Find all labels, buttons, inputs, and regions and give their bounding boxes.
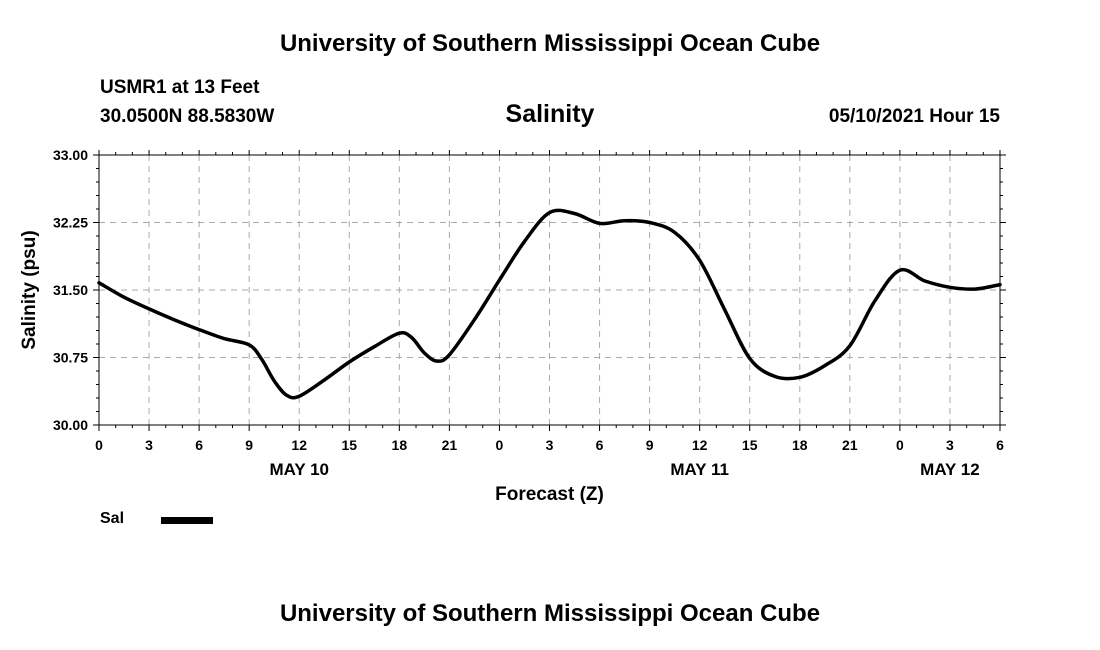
run-timestamp: 05/10/2021 Hour 15 — [828, 106, 1000, 127]
chart-title-bottom: University of Southern Mississippi Ocean… — [279, 600, 821, 627]
x-tick-label: 9 — [245, 437, 253, 453]
y-tick-label: 30.00 — [53, 417, 88, 433]
x-tick-label: 6 — [996, 437, 1004, 453]
x-tick-label: 3 — [946, 437, 954, 453]
legend-swatch-sal — [161, 517, 213, 524]
date-label: MAY 12 — [920, 460, 980, 479]
x-tick-label: 15 — [341, 437, 357, 453]
x-tick-label: 3 — [145, 437, 153, 453]
x-tick-label: 3 — [546, 437, 554, 453]
x-tick-label: 12 — [692, 437, 708, 453]
legend-label-sal: Sal — [100, 510, 125, 527]
y-tick-label: 31.50 — [53, 282, 88, 298]
x-tick-label: 18 — [392, 437, 408, 453]
x-tick-label: 21 — [842, 437, 858, 453]
plot-title: Salinity — [505, 100, 595, 128]
station-label: USMR1 at 13 Feet — [100, 77, 260, 98]
x-tick-label: 9 — [646, 437, 654, 453]
x-tick-label: 12 — [291, 437, 307, 453]
x-tick-label: 6 — [195, 437, 203, 453]
station-coordinates: 30.0500N 88.5830W — [100, 106, 275, 127]
chart-title-top: University of Southern Mississippi Ocean… — [279, 30, 821, 57]
y-tick-label: 33.00 — [53, 147, 88, 163]
series-line-sal — [97, 208, 1002, 400]
y-axis-title: Salinity (psu) — [19, 230, 40, 349]
date-label: MAY 11 — [670, 460, 729, 479]
x-axis-title: Forecast (Z) — [495, 484, 604, 505]
date-label: MAY 10 — [269, 460, 329, 479]
y-tick-label: 30.75 — [53, 350, 88, 366]
x-tick-label: 21 — [442, 437, 458, 453]
x-tick-label: 0 — [496, 437, 504, 453]
x-tick-label: 0 — [896, 437, 904, 453]
x-tick-label: 6 — [596, 437, 604, 453]
x-tick-label: 0 — [95, 437, 103, 453]
y-tick-label: 32.25 — [53, 215, 88, 231]
x-tick-label: 18 — [792, 437, 808, 453]
x-tick-label: 15 — [742, 437, 758, 453]
